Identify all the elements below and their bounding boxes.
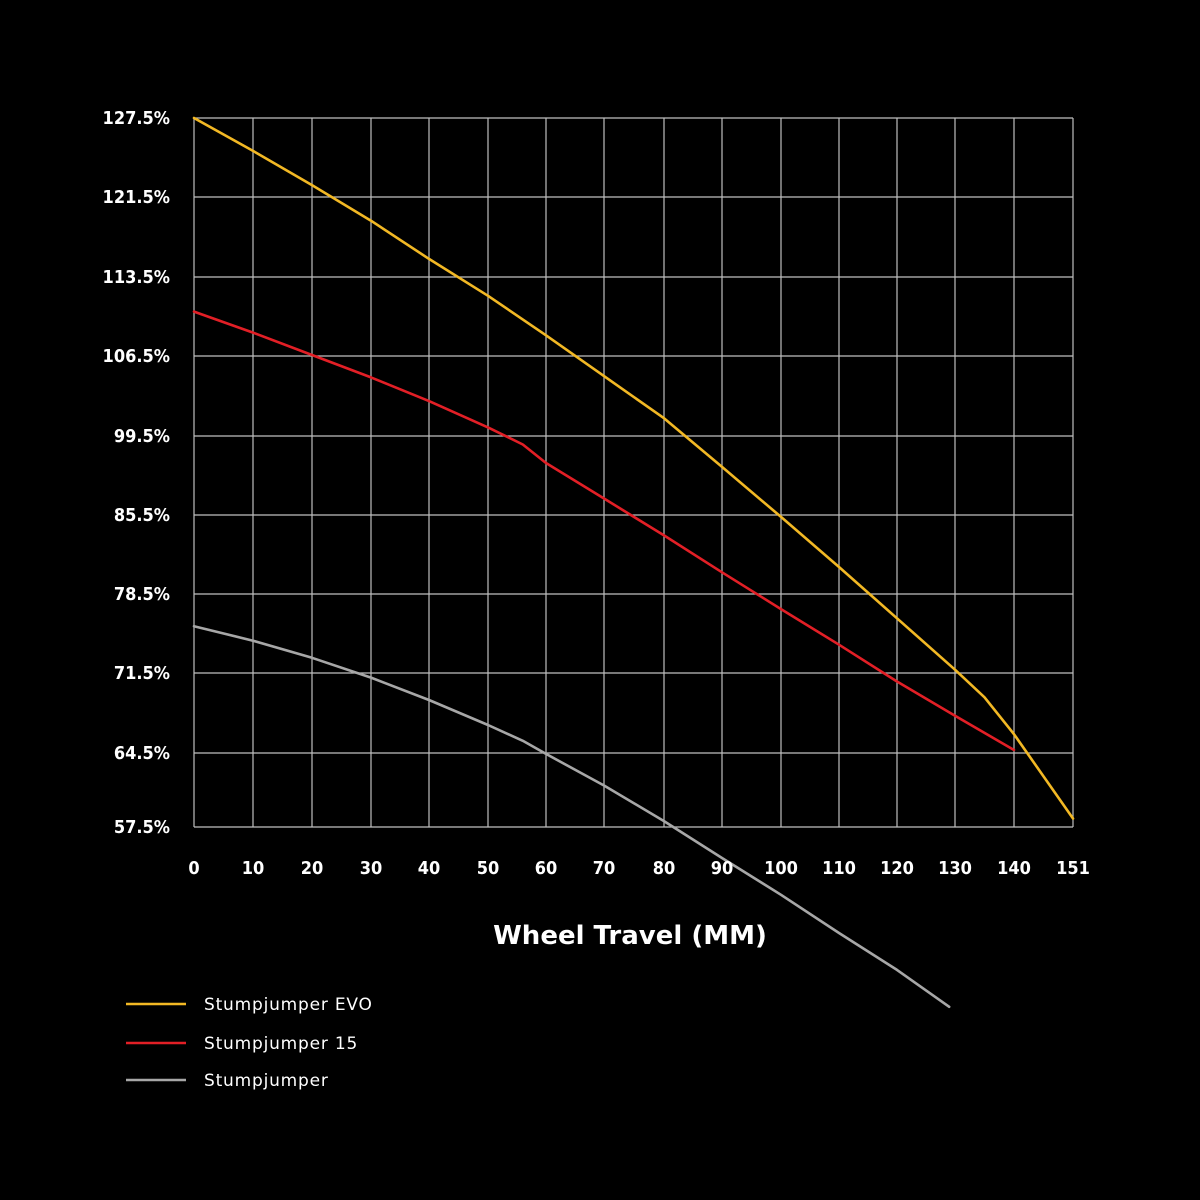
- chart-legend: Stumpjumper EVO Stumpjumper 15 Stumpjumper: [126, 995, 373, 1091]
- x-tick-label: 10: [242, 858, 265, 879]
- y-axis-tick-labels: 127.5% 121.5% 113.5% 106.5% 99.5% 85.5% 78.5% 7…: [103, 108, 170, 838]
- x-tick-label: 30: [360, 858, 383, 879]
- x-tick-label: 80: [653, 858, 676, 879]
- x-tick-label: 60: [535, 858, 558, 879]
- y-tick-label: 121.5%: [103, 187, 170, 208]
- series-line-stumpjumper-15: [192, 310, 1016, 752]
- y-tick-label: 71.5%: [114, 663, 170, 684]
- x-tick-label: 90: [711, 858, 734, 879]
- x-tick-label: 130: [938, 858, 972, 879]
- y-tick-label: 78.5%: [114, 584, 170, 605]
- y-tick-label: 57.5%: [114, 817, 170, 838]
- legend-label: Stumpjumper: [204, 1071, 329, 1091]
- y-tick-label: 85.5%: [114, 505, 170, 526]
- x-axis-tick-labels: 0 10 20 30 40 50 60 70 80 90 100 110 120 130 140 151: [188, 858, 1090, 879]
- y-tick-label: 99.5%: [114, 426, 170, 447]
- legend-label: Stumpjumper 15: [204, 1034, 358, 1054]
- y-tick-label: 106.5%: [103, 346, 170, 367]
- x-axis-label: Wheel Travel (MM): [493, 921, 767, 951]
- y-tick-label: 113.5%: [103, 267, 170, 288]
- chart-series-group: [192, 116, 1075, 1009]
- x-tick-label: 70: [593, 858, 616, 879]
- x-tick-label: 140: [997, 858, 1031, 879]
- x-tick-label: 40: [418, 858, 441, 879]
- x-tick-label: 100: [764, 858, 798, 879]
- legend-label: Stumpjumper EVO: [204, 995, 373, 1015]
- x-tick-label: 110: [822, 858, 856, 879]
- series-line-stumpjumper: [192, 624, 951, 1009]
- x-tick-label: 50: [477, 858, 500, 879]
- y-tick-label: 64.5%: [114, 743, 170, 764]
- x-tick-label: 0: [188, 858, 199, 879]
- series-line-stumpjumper-evo: [192, 116, 1075, 820]
- y-tick-label: 127.5%: [103, 108, 170, 129]
- x-tick-label: 151: [1056, 858, 1090, 879]
- chart-grid: [193, 117, 1074, 828]
- x-tick-label: 120: [880, 858, 914, 879]
- x-tick-label: 20: [301, 858, 324, 879]
